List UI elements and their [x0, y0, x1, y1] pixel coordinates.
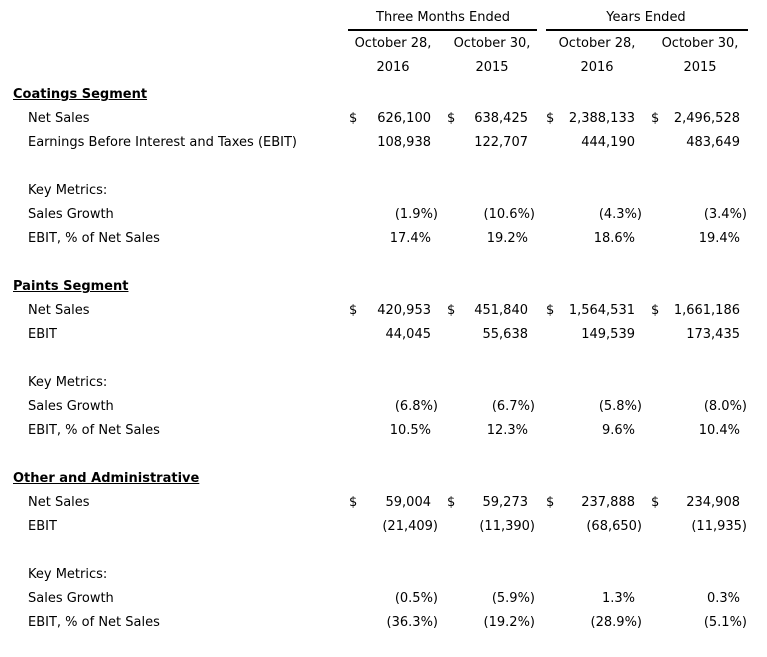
cell-value: (4.3%)	[598, 207, 642, 222]
cell-value: 10.5%	[389, 423, 431, 438]
cell-value: (68,650)	[586, 519, 642, 534]
metrics-title: Key Metrics:	[28, 375, 108, 390]
cell-value: 9.6%	[601, 423, 635, 438]
column-header: October 30,	[661, 36, 739, 51]
currency-symbol: $	[349, 303, 358, 318]
amount: 451,840	[474, 303, 528, 318]
currency-symbol: $	[546, 495, 555, 510]
cell-value: 483,649	[686, 135, 740, 150]
column-group: Three Months Ended	[376, 10, 510, 25]
currency-symbol: $	[546, 111, 555, 126]
row-label: Sales Growth	[28, 399, 114, 414]
row-label: EBIT, % of Net Sales	[28, 615, 160, 630]
amount: 638,425	[474, 111, 528, 126]
row-label: EBIT	[28, 519, 57, 534]
header-rule	[546, 29, 748, 31]
cell-value: (0.5%)	[394, 591, 438, 606]
cell-value: (11,935)	[691, 519, 747, 534]
currency-symbol: $	[349, 111, 358, 126]
header-rule	[348, 29, 537, 31]
cell-value: (5.1%)	[703, 615, 747, 630]
cell-value: 1.3%	[601, 591, 635, 606]
cell-value: (21,409)	[382, 519, 438, 534]
metrics-title: Key Metrics:	[28, 183, 108, 198]
cell-value: 17.4%	[389, 231, 431, 246]
column-header: 2016	[376, 60, 410, 75]
cell-value: (8.0%)	[703, 399, 747, 414]
column-header: October 28,	[354, 36, 432, 51]
cell-value: (36.3%)	[386, 615, 438, 630]
currency-symbol: $	[447, 495, 456, 510]
cell-value: 19.2%	[486, 231, 528, 246]
row-label: Net Sales	[28, 303, 90, 318]
row-label: Earnings Before Interest and Taxes (EBIT…	[28, 135, 298, 150]
amount: 420,953	[377, 303, 431, 318]
cell-value: 173,435	[686, 327, 740, 342]
amount: 59,273	[482, 495, 529, 510]
cell-value: (3.4%)	[703, 207, 747, 222]
row-label: Sales Growth	[28, 591, 114, 606]
column-group: Years Ended	[606, 10, 686, 25]
row-label: EBIT	[28, 327, 57, 342]
amount: 234,908	[686, 495, 740, 510]
currency-symbol: $	[546, 303, 555, 318]
cell-value: 12.3%	[486, 423, 528, 438]
column-header: 2016	[580, 60, 614, 75]
cell-value: 149,539	[581, 327, 635, 342]
amount: 59,004	[385, 495, 432, 510]
cell-value: (10.6%)	[483, 207, 535, 222]
cell-value: (6.7%)	[491, 399, 535, 414]
cell-value: 44,045	[385, 327, 432, 342]
currency-symbol: $	[651, 303, 660, 318]
row-label: EBIT, % of Net Sales	[28, 231, 160, 246]
section-title: Other and Administrative	[13, 471, 200, 486]
amount: 2,388,133	[568, 111, 635, 126]
cell-value: (11,390)	[479, 519, 535, 534]
cell-value: 18.6%	[593, 231, 635, 246]
row-label: Net Sales	[28, 495, 90, 510]
cell-value: (5.8%)	[598, 399, 642, 414]
section-title: Paints Segment	[13, 279, 129, 294]
row-label: Sales Growth	[28, 207, 114, 222]
column-header: 2015	[475, 60, 509, 75]
cell-value: 444,190	[581, 135, 635, 150]
amount: 2,496,528	[673, 111, 740, 126]
cell-value: 55,638	[482, 327, 529, 342]
column-header: October 30,	[453, 36, 531, 51]
metrics-title: Key Metrics:	[28, 567, 108, 582]
column-header: 2015	[683, 60, 717, 75]
section-title: Coatings Segment	[13, 87, 148, 102]
amount: 1,564,531	[568, 303, 635, 318]
cell-value: 10.4%	[698, 423, 740, 438]
currency-symbol: $	[651, 495, 660, 510]
cell-value: (19.2%)	[483, 615, 535, 630]
cell-value: (5.9%)	[491, 591, 535, 606]
cell-value: (28.9%)	[590, 615, 642, 630]
currency-symbol: $	[447, 303, 456, 318]
amount: 237,888	[581, 495, 635, 510]
amount: 626,100	[377, 111, 431, 126]
cell-value: (1.9%)	[394, 207, 438, 222]
currency-symbol: $	[651, 111, 660, 126]
currency-symbol: $	[447, 111, 456, 126]
cell-value: 19.4%	[698, 231, 740, 246]
row-label: EBIT, % of Net Sales	[28, 423, 160, 438]
cell-value: (6.8%)	[394, 399, 438, 414]
cell-value: 108,938	[377, 135, 431, 150]
row-label: Net Sales	[28, 111, 90, 126]
cell-value: 122,707	[474, 135, 528, 150]
amount: 1,661,186	[673, 303, 740, 318]
cell-value: 0.3%	[706, 591, 740, 606]
column-header: October 28,	[558, 36, 636, 51]
currency-symbol: $	[349, 495, 358, 510]
